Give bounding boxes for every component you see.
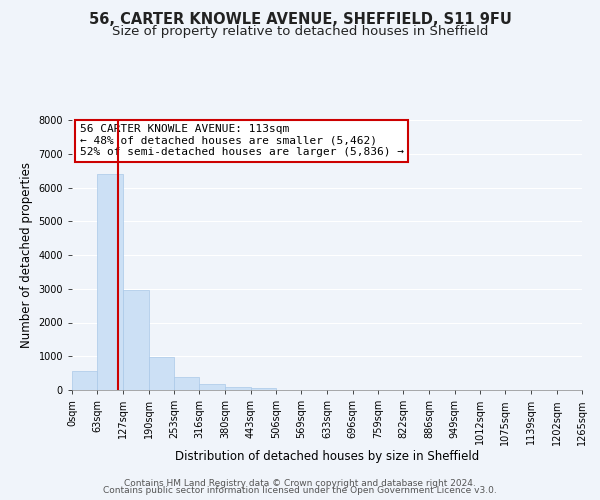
Bar [72, 371, 97, 390]
Bar [97, 174, 123, 390]
Text: Size of property relative to detached houses in Sheffield: Size of property relative to detached ho… [112, 25, 488, 38]
Text: Contains public sector information licensed under the Open Government Licence v3: Contains public sector information licen… [103, 486, 497, 495]
Bar [251, 388, 276, 390]
Bar [225, 386, 251, 390]
Bar [149, 356, 174, 390]
Bar [199, 384, 225, 390]
Bar [174, 377, 199, 390]
Bar [123, 290, 149, 390]
Text: 56 CARTER KNOWLE AVENUE: 113sqm
← 48% of detached houses are smaller (5,462)
52%: 56 CARTER KNOWLE AVENUE: 113sqm ← 48% of… [80, 124, 404, 157]
X-axis label: Distribution of detached houses by size in Sheffield: Distribution of detached houses by size … [175, 450, 479, 463]
Y-axis label: Number of detached properties: Number of detached properties [20, 162, 33, 348]
Text: Contains HM Land Registry data © Crown copyright and database right 2024.: Contains HM Land Registry data © Crown c… [124, 478, 476, 488]
Text: 56, CARTER KNOWLE AVENUE, SHEFFIELD, S11 9FU: 56, CARTER KNOWLE AVENUE, SHEFFIELD, S11… [89, 12, 511, 28]
